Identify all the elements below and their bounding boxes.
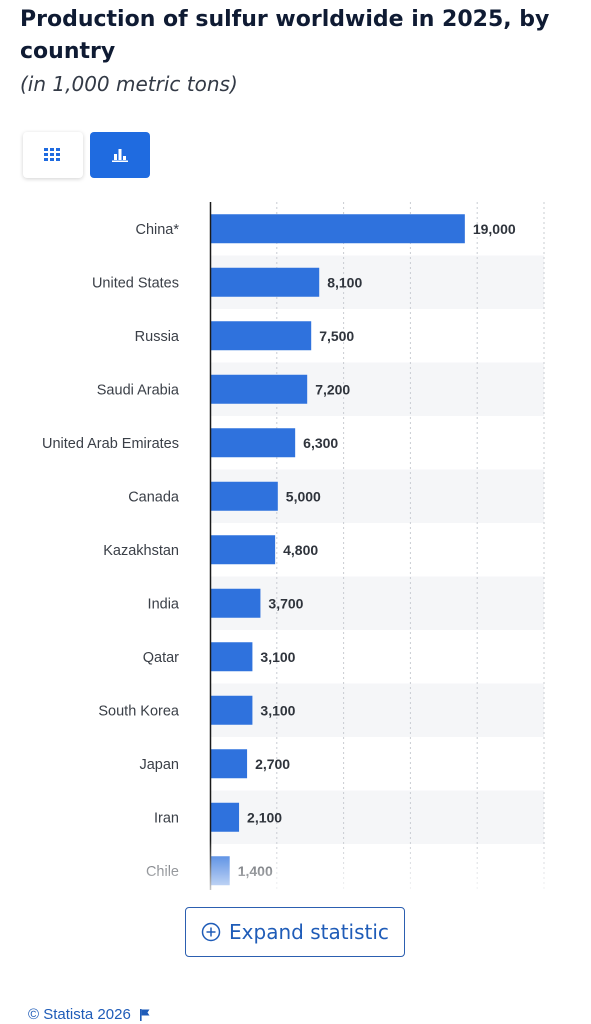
bar[interactable] <box>211 267 320 297</box>
fade-overlay <box>0 840 591 890</box>
category-label: Canada <box>128 489 180 505</box>
category-label: China* <box>135 222 179 238</box>
value-label: 8,100 <box>327 274 362 290</box>
category-label: Japan <box>139 757 179 773</box>
chart-view-button[interactable] <box>90 132 150 178</box>
category-label: United States <box>92 275 179 291</box>
chart-subtitle: (in 1,000 metric tons) <box>20 72 238 96</box>
bar[interactable] <box>211 535 276 565</box>
bar-chart-icon <box>112 149 128 162</box>
category-label: Iran <box>154 810 179 826</box>
value-label: 6,300 <box>303 435 338 451</box>
bar[interactable] <box>211 374 308 404</box>
bar[interactable] <box>211 588 261 618</box>
category-label: Saudi Arabia <box>97 382 180 398</box>
copyright-link[interactable]: © Statista 2026 <box>28 1006 131 1023</box>
value-label: 7,500 <box>319 328 354 344</box>
value-label: 5,000 <box>286 488 321 504</box>
chart-title: Production of sulfur worldwide in 2025, … <box>20 7 550 64</box>
table-view-button[interactable] <box>23 132 83 178</box>
value-label: 3,100 <box>260 649 295 665</box>
category-label: India <box>148 596 180 612</box>
bar[interactable] <box>211 802 240 832</box>
footer: © Statista 2026 <box>28 1006 151 1023</box>
value-label: 4,800 <box>283 542 318 558</box>
category-label: United Arab Emirates <box>42 436 179 452</box>
category-label: Qatar <box>143 650 179 666</box>
category-label: Kazakhstan <box>103 543 179 559</box>
value-label: 3,700 <box>268 595 303 611</box>
expand-statistic-label: Expand statistic <box>229 920 389 944</box>
value-label: 3,100 <box>260 702 295 718</box>
row-band <box>210 790 544 844</box>
flag-icon[interactable] <box>139 1008 151 1022</box>
bar[interactable] <box>211 749 248 779</box>
category-label: South Korea <box>98 703 180 719</box>
bar[interactable] <box>211 321 312 351</box>
value-label: 19,000 <box>473 221 516 237</box>
value-label: 2,700 <box>255 756 290 772</box>
expand-statistic-button[interactable]: Expand statistic <box>185 907 405 957</box>
bar[interactable] <box>211 428 296 458</box>
row-band <box>210 576 544 630</box>
bar[interactable] <box>211 481 278 511</box>
category-label: Russia <box>135 329 180 345</box>
row-band <box>210 683 544 737</box>
bar[interactable] <box>211 695 253 725</box>
bar[interactable] <box>211 642 253 672</box>
value-label: 2,100 <box>247 809 282 825</box>
value-label: 7,200 <box>315 381 350 397</box>
plus-circle-icon <box>201 922 221 942</box>
bar[interactable] <box>211 214 465 244</box>
grid-icon <box>44 148 60 161</box>
bar-chart: China* 19,000 United States 8,100 Russia 7,50… <box>0 202 591 890</box>
